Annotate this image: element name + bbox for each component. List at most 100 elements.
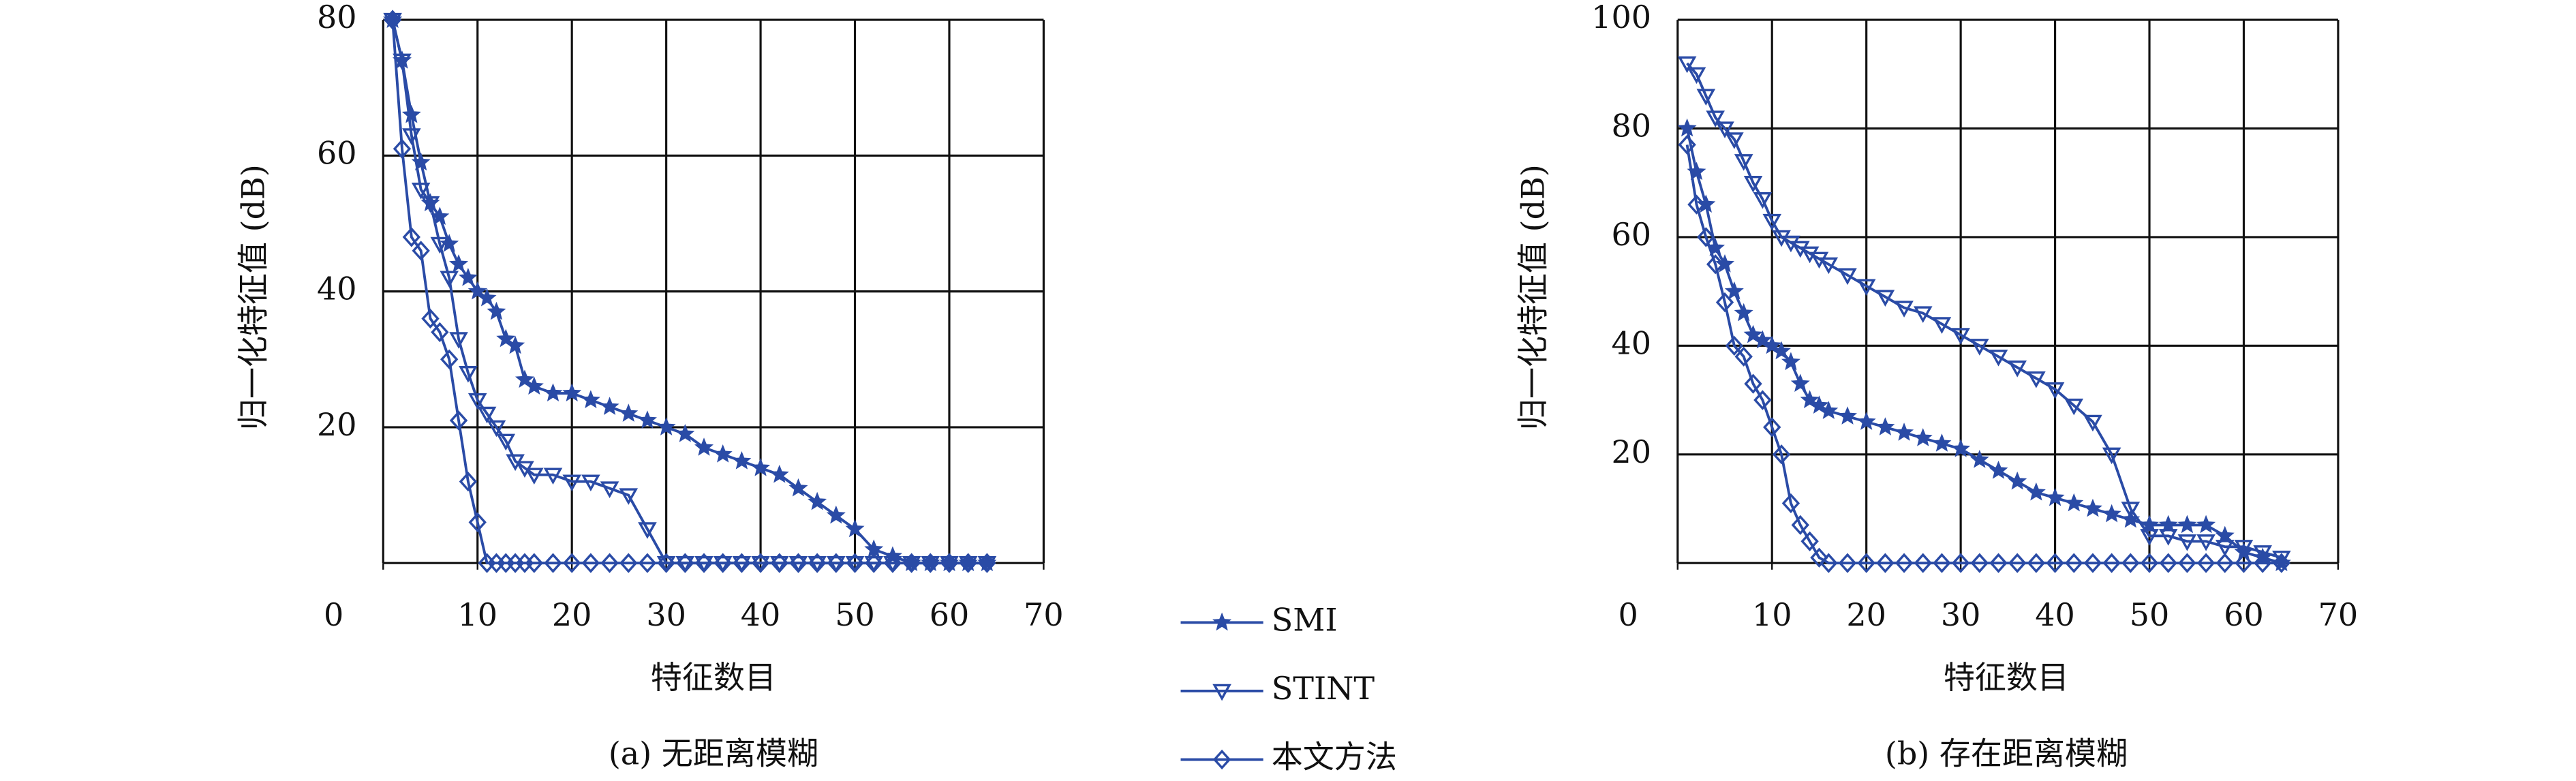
marker: [638, 553, 657, 573]
marker: [1838, 553, 1857, 573]
marker: [496, 433, 516, 451]
marker: [562, 553, 581, 573]
marker: [2083, 498, 2102, 517]
chart-title: (a) 无距离模糊: [609, 735, 818, 772]
marker: [619, 403, 639, 422]
legend-marker: [1212, 749, 1231, 770]
series-line: STINT: [1686, 62, 2282, 560]
marker: [2140, 553, 2159, 573]
marker: [467, 393, 487, 410]
marker: [1715, 292, 1734, 313]
y-tick-label: 80: [1611, 107, 1651, 144]
x-tick-label: 20: [552, 596, 592, 633]
series-line: [391, 19, 987, 565]
marker: [1724, 281, 1744, 300]
marker: [467, 281, 487, 300]
marker: [440, 234, 459, 252]
marker: [865, 553, 883, 573]
marker: [525, 553, 543, 573]
marker: [2235, 553, 2253, 573]
marker: [1715, 121, 1734, 138]
marker: [808, 553, 827, 573]
series-line: 本文方法: [1685, 144, 2282, 565]
y-tick-label: 80: [317, 0, 357, 35]
marker: [515, 369, 534, 388]
marker: [1753, 192, 1773, 209]
marker: [2140, 515, 2160, 534]
x-tick-label: 30: [646, 596, 686, 633]
marker: [2027, 371, 2046, 388]
marker: [1687, 67, 1706, 85]
marker: [1743, 176, 1763, 193]
marker: [2178, 553, 2196, 573]
marker: [412, 241, 430, 261]
marker: [1678, 134, 1696, 155]
marker: [506, 335, 525, 354]
marker: [808, 491, 827, 510]
marker: [2064, 398, 2084, 416]
marker: [657, 553, 675, 573]
marker: [2253, 545, 2272, 562]
marker: [1734, 346, 1753, 367]
marker: [1743, 324, 1763, 343]
marker: [543, 383, 563, 401]
marker: [401, 104, 421, 123]
marker: [1696, 89, 1716, 106]
marker: [1895, 301, 1914, 318]
marker: [449, 410, 468, 431]
marker: [619, 488, 639, 505]
marker: [562, 383, 582, 401]
marker: [1857, 553, 1875, 573]
x-tick-label: 40: [2035, 596, 2075, 633]
marker: [2215, 540, 2235, 557]
marker: [2140, 529, 2159, 546]
y-axis-label: 归一化特征值 (dB): [1514, 164, 1551, 430]
marker: [600, 553, 619, 573]
marker: [1895, 553, 1914, 573]
marker: [1800, 531, 1819, 551]
legend-label: 本文方法: [1272, 739, 1397, 776]
marker: [440, 349, 459, 369]
marker: [383, 10, 402, 30]
marker: [2159, 553, 2177, 573]
marker: [883, 553, 902, 573]
x-tick-label: 50: [2130, 596, 2170, 633]
marker: [2177, 534, 2197, 551]
marker: [1875, 290, 1895, 307]
marker: [1989, 553, 2008, 573]
marker: [600, 397, 619, 415]
marker: [921, 553, 940, 573]
x-tick-label: 70: [1024, 596, 1064, 633]
marker: [1838, 268, 1857, 286]
series-line: SMI: [1685, 128, 2282, 565]
marker: [2008, 553, 2027, 573]
marker: [2215, 553, 2234, 573]
marker: [675, 424, 695, 442]
marker: [459, 471, 478, 492]
x-tick-label: 0: [324, 596, 343, 633]
marker: [525, 468, 544, 485]
marker: [1753, 390, 1772, 410]
marker: [2008, 361, 2027, 378]
marker: [2065, 553, 2083, 573]
marker: [2272, 553, 2291, 573]
x-tick-label: 30: [1941, 596, 1981, 633]
marker: [524, 376, 544, 395]
legend-label: SMI: [1272, 601, 1338, 638]
y-tick-label: 60: [1611, 216, 1651, 253]
marker: [676, 553, 694, 573]
marker: [1951, 328, 1970, 345]
y-tick-label: 40: [1611, 324, 1651, 361]
marker: [1951, 553, 1970, 573]
marker: [2083, 414, 2102, 432]
marker: [619, 553, 638, 573]
marker: [581, 474, 600, 491]
marker: [1809, 395, 1829, 414]
marker: [402, 128, 421, 145]
marker: [2045, 382, 2065, 399]
marker: [1725, 335, 1744, 356]
marker: [732, 451, 752, 470]
marker: [1772, 444, 1791, 465]
marker: [2215, 525, 2235, 545]
marker: [449, 254, 469, 273]
